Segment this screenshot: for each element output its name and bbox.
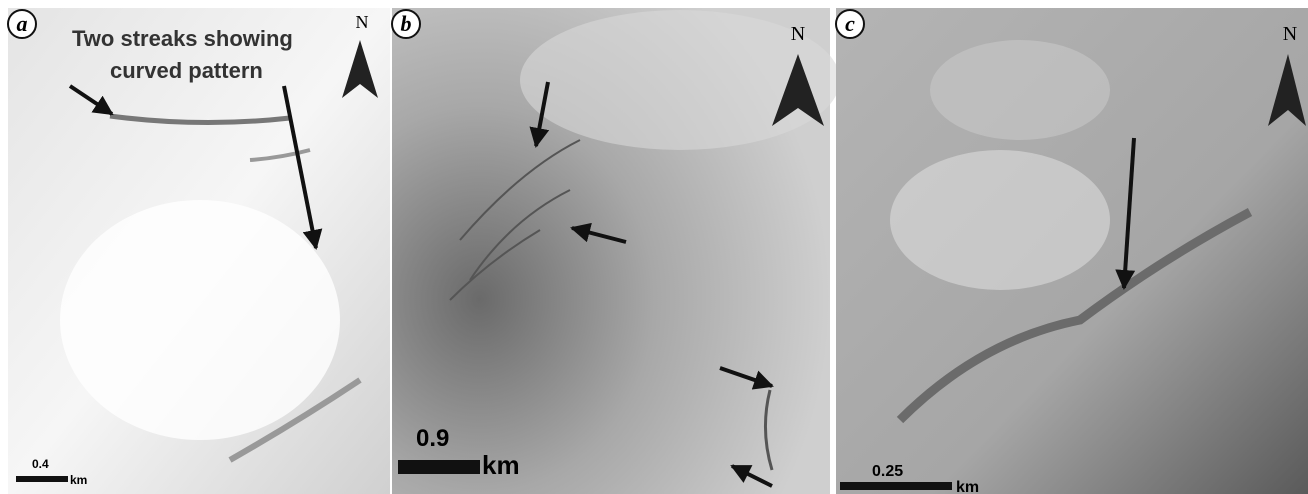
scale-unit: km bbox=[70, 473, 87, 487]
scale-bar bbox=[840, 482, 952, 490]
panel-label: a bbox=[17, 11, 28, 36]
annotation: Two streaks showing bbox=[72, 26, 293, 51]
north-label: N bbox=[356, 12, 369, 32]
figure: a Two streaks showing curved pattern N 0… bbox=[0, 0, 1308, 494]
scale-value: 0.9 bbox=[416, 425, 449, 452]
panel-label: b bbox=[401, 11, 412, 36]
panel-b: b N 0.9 km bbox=[392, 8, 840, 494]
scale-unit: km bbox=[956, 479, 979, 494]
scale-bar bbox=[398, 460, 480, 474]
scale-value: 0.4 bbox=[32, 457, 49, 471]
annotation: curved pattern bbox=[110, 58, 263, 83]
bright-area bbox=[930, 40, 1110, 140]
scale-unit: km bbox=[482, 450, 520, 480]
panel-label: c bbox=[845, 11, 855, 36]
north-label: N bbox=[791, 23, 805, 45]
bright-area bbox=[60, 200, 340, 440]
bright-area bbox=[890, 150, 1110, 290]
north-label: N bbox=[1283, 23, 1297, 45]
panel-c: c N 0.25 km bbox=[836, 8, 1308, 494]
scale-value: 0.25 bbox=[872, 463, 903, 480]
scale-bar bbox=[16, 476, 68, 482]
panel-a: a Two streaks showing curved pattern N 0… bbox=[8, 8, 390, 494]
